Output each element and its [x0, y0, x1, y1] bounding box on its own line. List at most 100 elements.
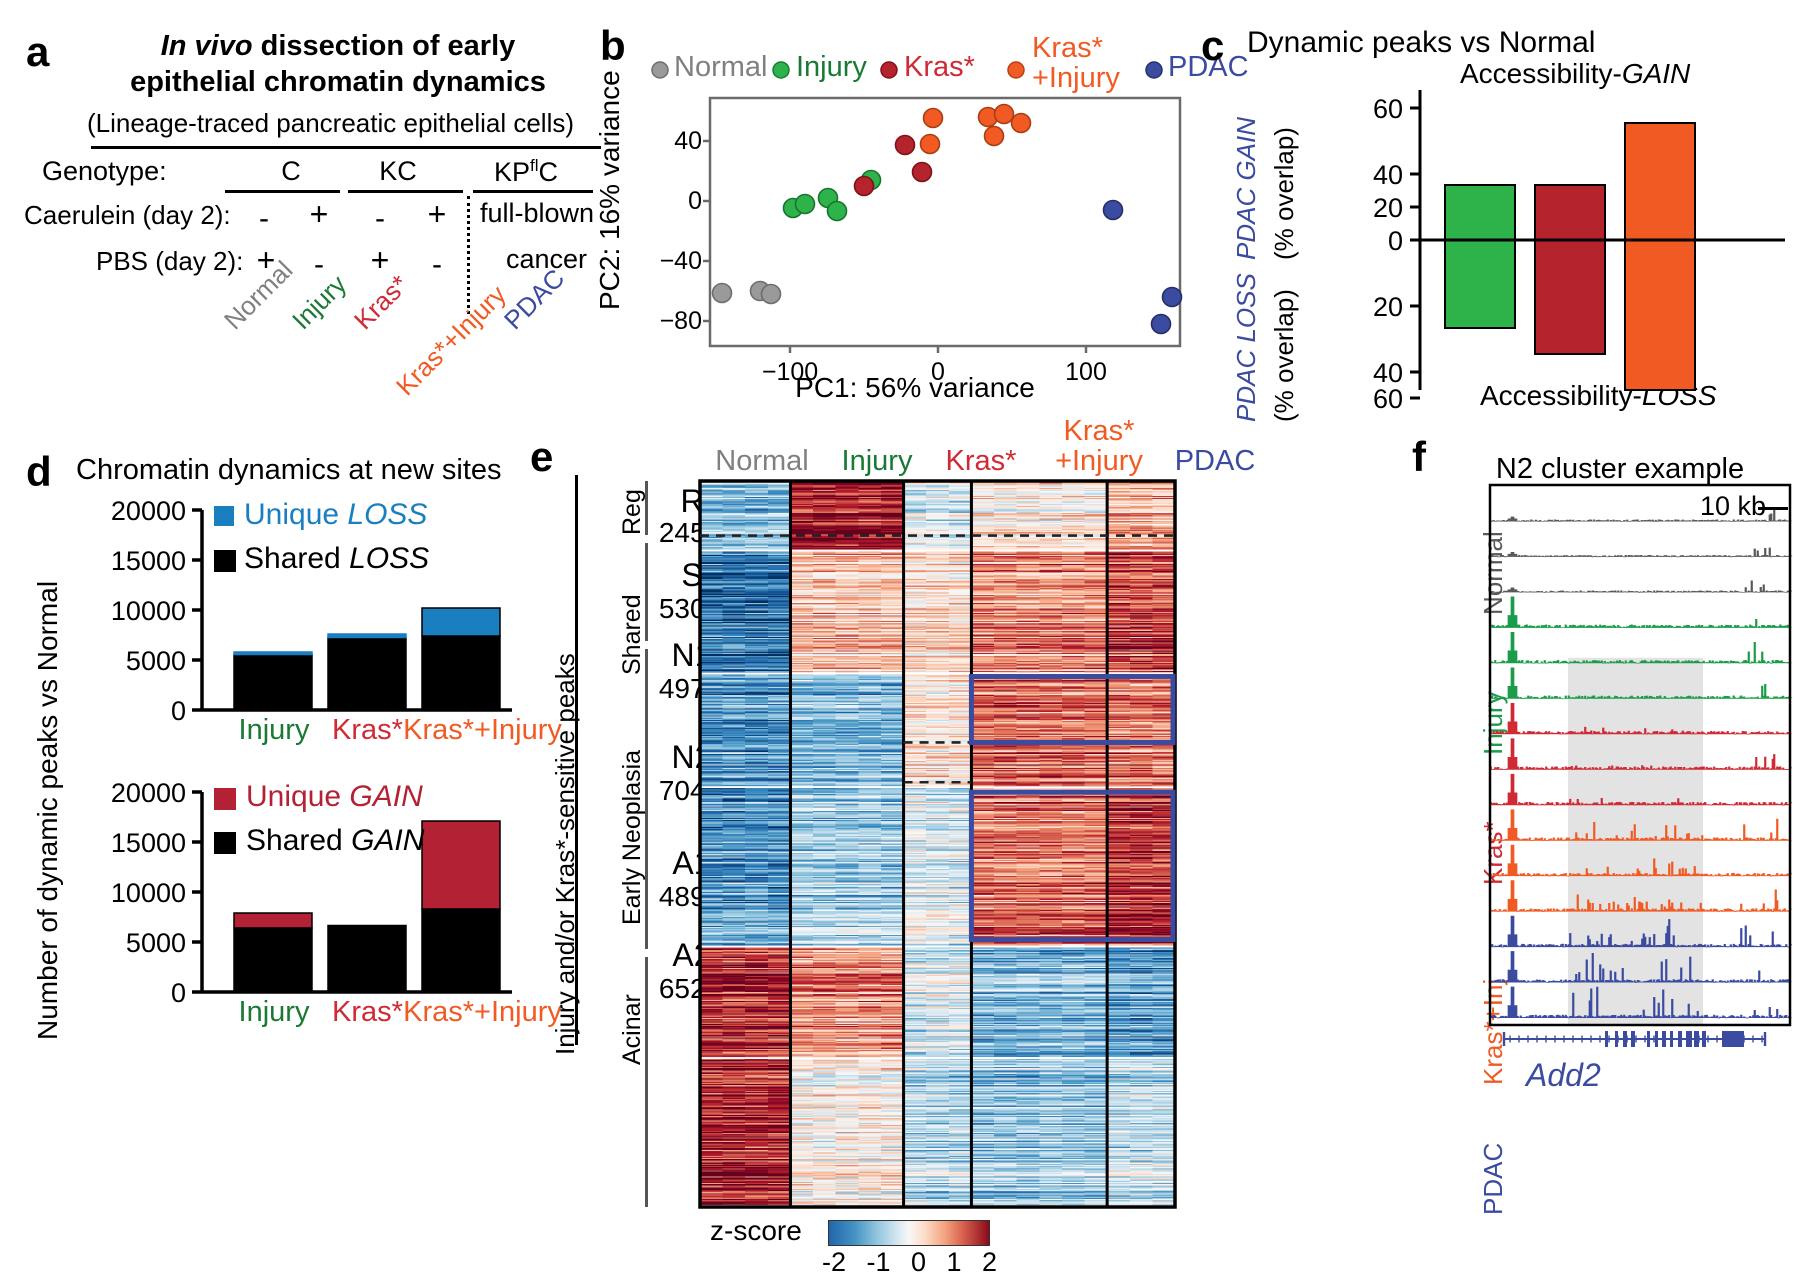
- panel-a-genotype-kpflc: KPflC: [466, 156, 586, 188]
- panel-e-group-acinar: Acinar: [618, 994, 647, 1065]
- legend-text-unique-loss: Unique LOSS: [244, 498, 427, 532]
- legend-text-unique-gain-plain: Unique: [246, 780, 349, 813]
- legend-text-unique-loss-ital: LOSS: [347, 498, 427, 531]
- svg-text:0: 0: [171, 978, 186, 1008]
- panel-c: c Dynamic peaks vs Normal PDAC GAIN (% o…: [1195, 10, 1795, 420]
- bar-kras-injury-gain: [1625, 123, 1695, 240]
- bar-kras-gain: [1535, 185, 1605, 240]
- bracket-reg: [645, 481, 648, 535]
- svg-text:20000: 20000: [111, 778, 186, 808]
- legend-text-shared-loss: Shared LOSS: [244, 542, 429, 576]
- bracket-neoplasia: [645, 649, 648, 949]
- legend-dot-kras-injury: [1008, 62, 1024, 78]
- panel-a-caerulein-v1: -: [251, 202, 277, 236]
- panel-c-yticklabels: 60 40 0 20 40: [1373, 94, 1403, 388]
- panel-a-genotype-label: Genotype:: [42, 156, 167, 187]
- legend-text-shared-loss-ital: LOSS: [349, 542, 429, 575]
- panel-a-rule-c: [225, 190, 340, 193]
- panel-d-letter: d: [26, 448, 52, 496]
- colorbar-tick-2: 0: [911, 1247, 926, 1278]
- bar-gain-krasinj-shared: [422, 909, 500, 992]
- panel-a-subtitle: (Lineage-traced pancreatic epithelial ce…: [58, 108, 603, 139]
- panel-c-title: Dynamic peaks vs Normal: [1247, 26, 1595, 60]
- plot-frame: [710, 98, 1180, 346]
- heatmap-col-pdac: PDAC: [1160, 445, 1270, 478]
- panel-a-row-caerulein-label: Caerulein (day 2):: [24, 200, 231, 231]
- svg-text:−100: −100: [762, 358, 818, 386]
- svg-text:10000: 10000: [111, 878, 186, 908]
- bracket-acinar: [645, 957, 648, 1207]
- panel-a-pdac-note-1: full-blown: [480, 198, 594, 229]
- panel-b-ylabel: PC2: 16% variance: [594, 70, 626, 310]
- legend-swatch-unique-loss: [214, 506, 234, 526]
- legend-swatch-shared-gain: [214, 832, 236, 854]
- svg-text:40: 40: [1373, 160, 1403, 190]
- panel-b-letter: b: [600, 22, 626, 70]
- bar-kras-loss: [1535, 240, 1605, 354]
- bar-gain-injury-shared: [234, 928, 312, 992]
- legend-label-kras-injury: Kras* +Injury: [1032, 34, 1120, 93]
- panel-a-caerulein-v4: +: [422, 196, 452, 233]
- bracket-shared: [645, 543, 648, 641]
- panel-e-group-neoplasia: Early Neoplasia: [618, 750, 647, 925]
- colorbar-ticks: -2 -1 0 1 2: [822, 1247, 997, 1278]
- bar-loss-krasinj-shared: [422, 636, 500, 710]
- svg-text:0: 0: [688, 187, 702, 215]
- panel-d-ylabel: Number of dynamic peaks vs Normal: [32, 581, 64, 1040]
- panel-c-ytick-20-top: 20: [1373, 193, 1403, 223]
- legend-label-kras: Kras*: [904, 51, 975, 84]
- svg-text:60: 60: [1373, 94, 1403, 124]
- legend-dot-kras: [881, 62, 897, 78]
- panel-a-top-rule: [91, 146, 601, 149]
- panel-a-caerulein-v2: +: [304, 196, 334, 233]
- panel-a-title-italic: In vivo: [161, 30, 253, 62]
- heatmap-col-kras-injury-l1: Kras*: [1064, 415, 1135, 447]
- panel-e: e Injury and/or Kras*-sensitive peaks Re…: [530, 425, 1210, 1265]
- panel-a-rule-kc: [348, 190, 463, 193]
- bar-loss-injury-shared: [234, 655, 312, 711]
- colorbar-gradient: [828, 1220, 990, 1246]
- panel-c-letter: c: [1201, 22, 1224, 70]
- colorbar-tick-0: -2: [822, 1247, 846, 1278]
- panel-a-title-rest: dissection of early: [253, 30, 516, 62]
- svg-text:−80: −80: [660, 307, 702, 335]
- colorbar-tick-4: 2: [982, 1247, 997, 1278]
- panel-a-title: In vivo dissection of early epithelial c…: [78, 28, 598, 101]
- legend-dot-normal: [652, 62, 668, 78]
- legend-swatch-unique-gain: [214, 788, 236, 810]
- panel-d-chart-loss: 20000 15000 10000 5000 0 Unique LOSS Sha…: [62, 498, 522, 748]
- heatmap-col-injury: Injury: [822, 445, 932, 478]
- panel-a-title-line2: epithelial chromatin dynamics: [130, 66, 546, 98]
- heatmap: [700, 481, 1175, 1207]
- heatmap-col-kras-injury-l2: +Injury: [1055, 445, 1143, 477]
- panel-a-pbs-v4: -: [424, 248, 450, 282]
- svg-text:40: 40: [674, 127, 702, 155]
- panel-c-barchart: 60 40 0 20 40 60 20: [1295, 70, 1795, 400]
- panel-d: d Chromatin dynamics at new sites Number…: [18, 440, 528, 1060]
- heatmap-col-normal: Normal: [702, 445, 822, 478]
- legend-text-unique-loss-plain: Unique: [244, 498, 347, 531]
- panel-a-row-pbs-label: PBS (day 2):: [96, 246, 243, 277]
- legend-dot-pdac: [1146, 62, 1162, 78]
- svg-text:100: 100: [1065, 358, 1107, 386]
- svg-text:10000: 10000: [111, 596, 186, 626]
- colorbar-tick-1: -1: [866, 1247, 890, 1278]
- bar-kras-injury-loss: [1625, 240, 1695, 390]
- legend-text-shared-loss-plain: Shared: [244, 542, 349, 575]
- legend-swatch-shared-loss: [214, 550, 236, 572]
- bar-gain-krasinj-unique: [422, 821, 500, 909]
- svg-text:5000: 5000: [126, 928, 186, 958]
- panel-a-genotype-kc: KC: [353, 156, 443, 187]
- bar-loss-kras-unique: [328, 634, 406, 638]
- panel-d-chart-gain: 20000 15000 10000 5000 0 Unique GAIN Sha…: [62, 780, 522, 1030]
- panel-a-cond-kras: Kras*: [348, 269, 415, 336]
- bar-loss-kras-shared: [328, 638, 406, 711]
- svg-text:20000: 20000: [111, 496, 186, 526]
- panel-f: f N2 cluster example Normal Injury Kras*…: [1400, 425, 1800, 1265]
- panel-c-ylabel-gain: PDAC GAIN: [1231, 117, 1262, 260]
- svg-text:5000: 5000: [126, 646, 186, 676]
- legend-label-normal: Normal: [674, 51, 767, 84]
- panel-b: b Normal Injury Kras* Kras* +Injury PDAC…: [600, 10, 1200, 410]
- track-group-pdac: PDAC: [1478, 1143, 1509, 1215]
